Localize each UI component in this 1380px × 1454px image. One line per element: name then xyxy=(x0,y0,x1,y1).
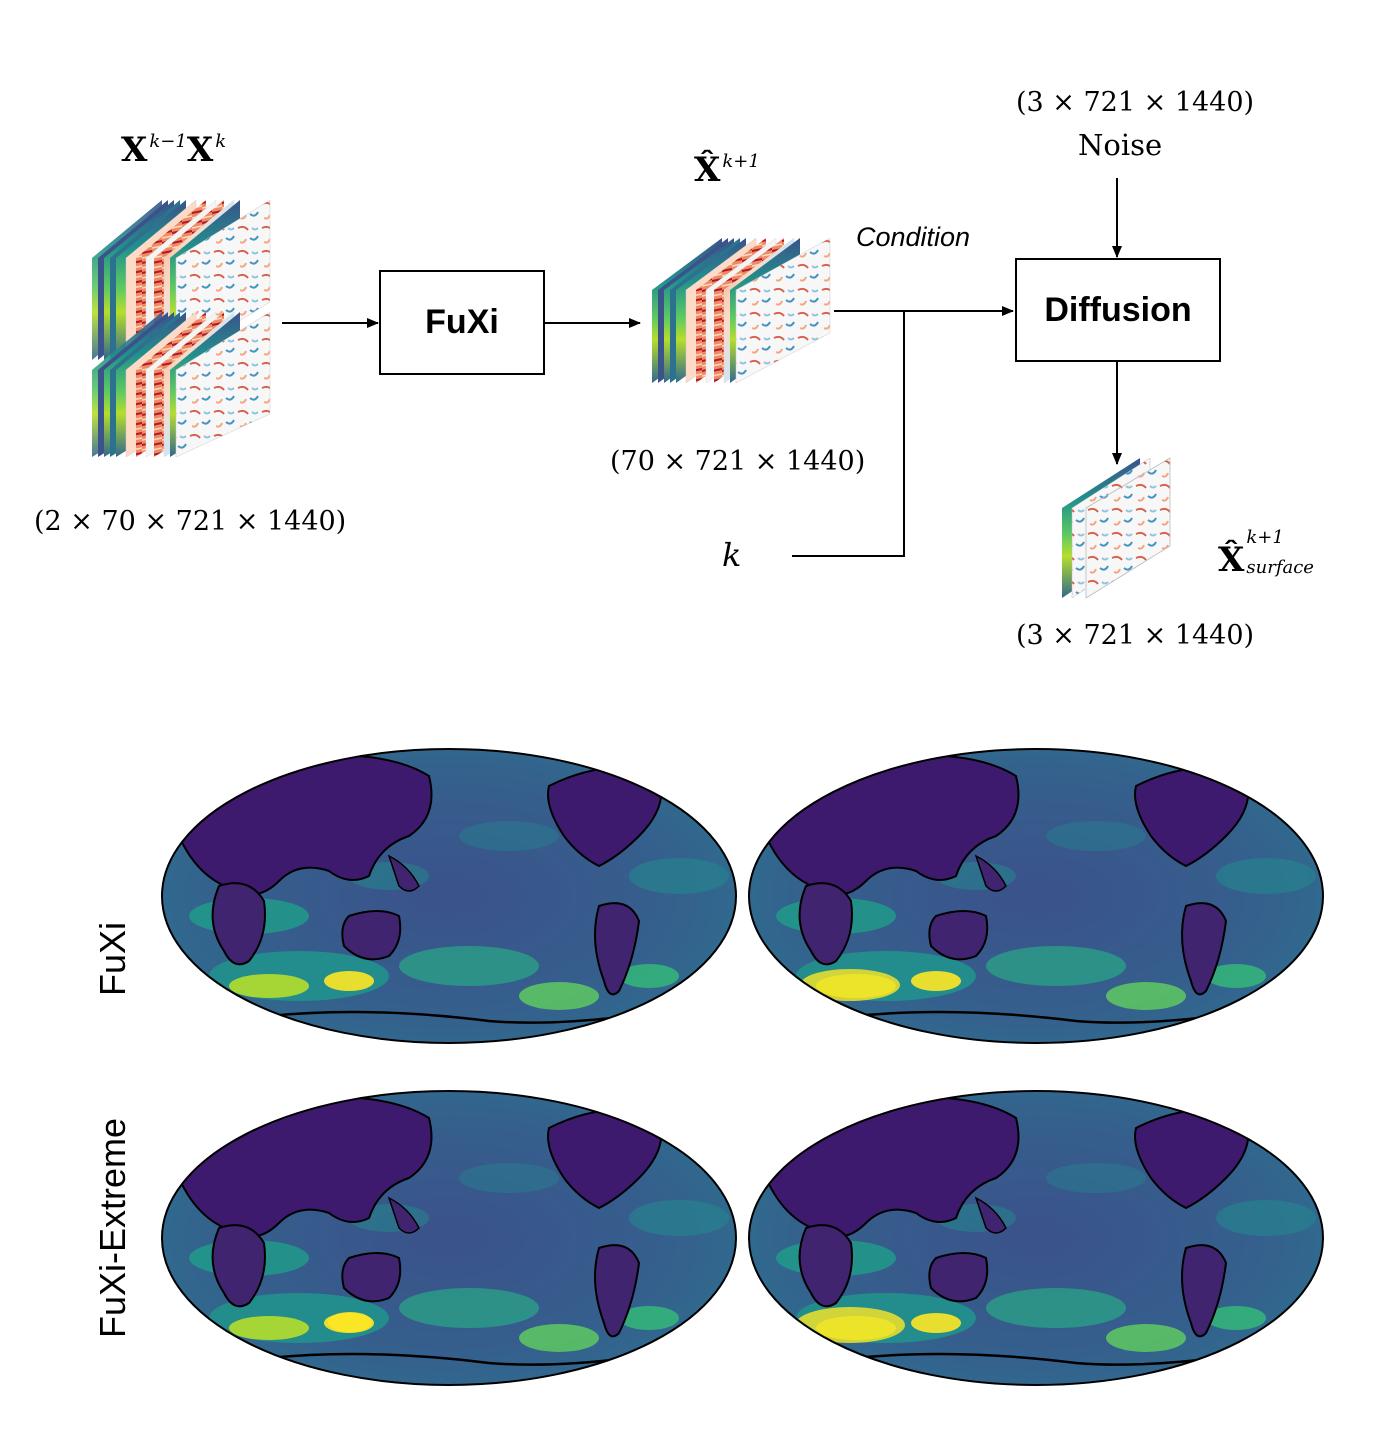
output-dims: (3 × 721 × 1440) xyxy=(1016,620,1255,651)
output-superscript: k+1 xyxy=(1246,527,1284,548)
output-stack xyxy=(1062,457,1171,599)
noise-label: Noise xyxy=(1078,128,1163,162)
map-fuxi-left-border xyxy=(161,748,737,1044)
input-superscript-1: k−1 xyxy=(149,131,187,152)
input-dims: (2 × 70 × 721 × 1440) xyxy=(34,506,347,537)
prediction-dims: (70 × 721 × 1440) xyxy=(610,446,866,477)
output-label: X̂ k+1 surface xyxy=(1218,528,1314,581)
input-symbol-2: X xyxy=(186,130,214,170)
map-fuxi-left xyxy=(162,749,736,1043)
row-label-fuxi-extreme: FuXi-Extreme xyxy=(92,1117,133,1338)
k-label: k xyxy=(722,536,742,574)
condition-label: Condition xyxy=(856,222,971,252)
input-superscript-2: k xyxy=(215,131,227,152)
prediction-symbol: X̂ xyxy=(694,150,721,190)
prediction-stack xyxy=(652,237,831,384)
map-fuxi-right-border xyxy=(748,748,1324,1044)
diffusion-box: Diffusion xyxy=(1015,258,1221,362)
map-fuxi-extreme-right-border xyxy=(748,1090,1324,1386)
map-fuxi-right xyxy=(749,749,1323,1043)
map-fuxi-extreme-right xyxy=(749,1091,1323,1385)
output-subscript: surface xyxy=(1246,557,1314,578)
row-label-fuxi: FuXi xyxy=(92,921,133,996)
input-stack-bottom xyxy=(92,311,271,458)
noise-dims: (3 × 721 × 1440) xyxy=(1016,87,1255,118)
input-symbol-1: X xyxy=(121,130,148,170)
map-fuxi-extreme-left xyxy=(162,1091,736,1385)
map-fuxi-extreme-left-border xyxy=(161,1090,737,1386)
output-symbol: X̂ xyxy=(1218,540,1245,580)
prediction-label: X̂ k+1 xyxy=(694,150,760,190)
prediction-superscript: k+1 xyxy=(722,151,760,172)
fuxi-box: FuXi xyxy=(379,270,545,375)
k-connector-line xyxy=(792,311,905,557)
